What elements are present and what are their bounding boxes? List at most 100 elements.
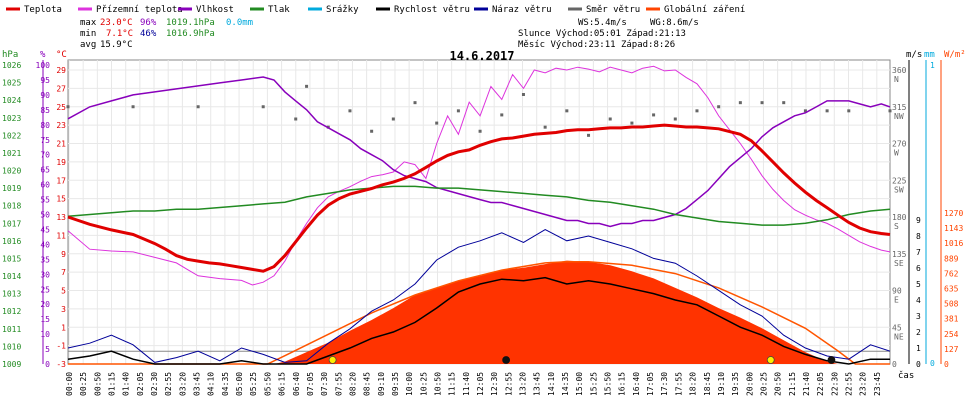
c-tick-label: 23 (56, 121, 66, 130)
wind-direction-point (888, 109, 892, 113)
stat-avg-label: avg (80, 40, 96, 50)
wind-direction-point (543, 125, 547, 129)
info-wind-speed: WS:5.4m/s (578, 18, 627, 28)
c-tick-label: -3 (56, 360, 66, 369)
c-tick-label: 19 (56, 158, 66, 167)
pressure-line (67, 185, 891, 226)
pct-tick-label: 50 (40, 211, 50, 220)
ms-tick-label: 4 (916, 296, 921, 305)
stats-header: max 23.0°C 96% 1019.1hPa 0.0mm min 7.1°C 46% 101… (80, 18, 699, 50)
x-tick-label: 12:05 (476, 372, 485, 396)
hpa-tick-label: 1019 (2, 184, 21, 193)
direction-name-label: N (894, 75, 899, 84)
wm-tick-label: 254 (944, 330, 959, 339)
wind-direction-point (66, 105, 70, 109)
wm-tick-label: 508 (944, 300, 959, 309)
ms-tick-label: 0 (916, 360, 921, 369)
x-tick-label: 01:15 (108, 372, 117, 396)
wm-tick-label: 889 (944, 254, 959, 263)
x-tick-label: 10:00 (405, 372, 414, 396)
direction-name-label: S (894, 222, 899, 231)
pct-tick-label: 0 (45, 360, 50, 369)
stat-min-humidity: 46% (140, 29, 157, 39)
legend-label: Rychlost větru (394, 5, 470, 15)
c-tick-label: 21 (56, 140, 66, 149)
pct-tick-label: 10 (40, 330, 50, 339)
wind-direction-point (391, 117, 395, 121)
x-tick-label: 14:10 (547, 372, 556, 396)
hpa-tick-label: 1010 (2, 342, 21, 351)
x-tick-label: 01:40 (122, 372, 131, 396)
pct-tick-label: 15 (40, 315, 50, 324)
wm-tick-label: 1016 (944, 239, 963, 248)
x-tick-label: 02:55 (164, 372, 173, 396)
pct-tick-label: 70 (40, 151, 50, 160)
pct-tick-label: 30 (40, 270, 50, 279)
ms-axis-label: m/s (906, 50, 922, 60)
wind-direction-point (782, 101, 786, 105)
x-tick-label: 22:30 (830, 372, 839, 396)
ms-tick-label: 7 (916, 248, 921, 257)
stat-rain: 0.0mm (226, 18, 253, 28)
wind-direction-point (413, 101, 417, 105)
wind-direction-point (521, 93, 525, 96)
x-tick-label: 19:35 (731, 372, 740, 396)
ms-tick-label: 1 (916, 344, 921, 353)
c-tick-label: 1 (61, 323, 66, 332)
stat-max-humidity: 96% (140, 18, 157, 28)
hpa-tick-label: 1017 (2, 219, 21, 228)
temperature-line (67, 123, 891, 273)
x-tick-label: 23:45 (873, 372, 882, 396)
wind-direction-point (587, 133, 591, 137)
x-tick-label: 15:50 (604, 372, 613, 396)
stat-max-label: max (80, 18, 97, 28)
wind-direction-point (803, 109, 807, 113)
direction-tick-label: 270 (892, 140, 907, 149)
c-tick-label: 27 (56, 84, 66, 93)
wind-direction-point (131, 105, 135, 109)
wm-tick-label: 1270 (944, 209, 963, 218)
hpa-tick-label: 1022 (2, 131, 21, 140)
hpa-tick-label: 1025 (2, 79, 21, 88)
humidity-line (67, 76, 891, 228)
x-tick-label: 17:55 (674, 372, 683, 396)
c-tick-label: 13 (56, 213, 66, 222)
direction-tick-label: 0 (892, 360, 897, 369)
direction-name-label: SE (894, 259, 904, 268)
wind-direction-point (673, 117, 677, 121)
ms-tick-label: 6 (916, 264, 921, 273)
x-tick-label: 06:40 (292, 372, 301, 396)
x-tick-label: 20:00 (745, 372, 754, 396)
ms-tick-label: 9 (916, 216, 921, 225)
direction-tick-label: 45 (892, 323, 902, 332)
wind-direction-point (500, 113, 504, 117)
legend-label: Náraz větru (492, 5, 552, 15)
pct-tick-label: 25 (40, 285, 50, 294)
x-tick-label: 05:00 (235, 372, 244, 396)
mm-tick-label: 0 (930, 359, 935, 368)
c-axis-label: °C (56, 50, 67, 60)
direction-tick-label: 90 (892, 287, 902, 296)
wind-direction-point (847, 109, 851, 113)
wind-direction-point (630, 121, 634, 125)
info-moon: Měsíc Východ:23:11 Západ:8:26 (518, 40, 675, 50)
x-tick-label: 18:45 (703, 372, 712, 396)
legend: Teplota Přízemní teplota Vlhkost Tlak Srážky… (6, 5, 745, 15)
x-tick-label: 04:10 (207, 372, 216, 396)
wm-tick-label: 127 (944, 345, 959, 354)
x-tick-label: 16:40 (632, 372, 641, 396)
x-tick-label: 21:15 (788, 372, 797, 396)
x-tick-label: 05:50 (263, 372, 272, 396)
x-tick-label: 10:50 (433, 372, 442, 396)
x-tick-label: 04:35 (221, 372, 230, 396)
x-tick-label: 16:15 (618, 372, 627, 396)
x-tick-label: 00:00 (65, 372, 74, 396)
wind-direction-point (261, 105, 265, 109)
direction-tick-label: 180 (892, 213, 907, 222)
x-tick-label: 06:15 (278, 372, 287, 396)
x-tick-label: 08:20 (348, 372, 357, 396)
direction-name-label: W (894, 149, 899, 158)
pct-tick-label: 45 (40, 225, 50, 234)
pct-tick-label: 90 (40, 91, 50, 100)
wind-direction-point (608, 117, 612, 121)
